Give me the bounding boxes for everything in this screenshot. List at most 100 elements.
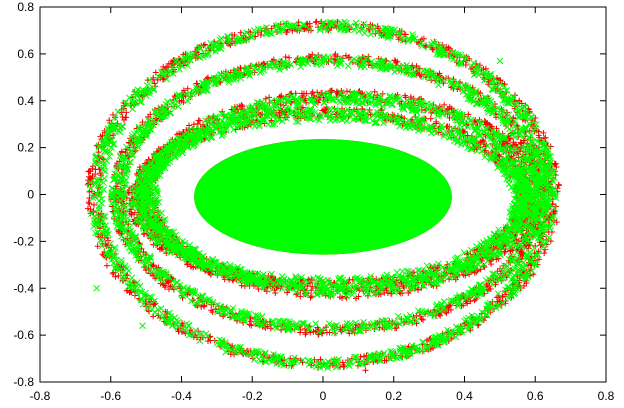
data-point [405,289,412,296]
data-point [520,139,527,146]
data-point [158,209,165,217]
data-point [190,121,197,128]
data-point [362,367,369,374]
data-point [472,295,479,302]
data-point [423,262,431,270]
data-point [488,257,495,264]
x-tick-label: -0.2 [242,389,263,403]
data-point [176,98,183,105]
series-layer [84,18,562,374]
data-point [297,293,304,300]
data-point [472,117,479,124]
data-point [86,200,93,207]
data-point [417,313,424,320]
data-point [286,54,293,61]
data-point [152,69,159,76]
data-point [236,103,243,110]
data-point [180,99,187,106]
data-point [366,107,373,114]
y-tick-label: -0.8 [13,375,34,389]
data-point [308,293,315,300]
data-point [302,331,309,338]
data-point [415,286,422,293]
plot-area [84,18,562,374]
data-point [262,95,269,102]
data-point [435,260,442,268]
data-point [419,316,426,323]
data-point [302,329,309,336]
y-tick-labels: -0.8 -0.6 -0.4 -0.2 0 0.2 0.4 0.6 0.8 [13,0,34,389]
data-point [496,153,503,160]
y-tick-label: 0.2 [17,141,34,155]
data-point [123,109,130,116]
data-point [333,88,340,95]
data-point [465,111,472,118]
data-point [392,59,399,66]
data-point [352,295,359,302]
data-point [460,302,467,309]
x-tick-label: -0.4 [171,389,192,403]
data-point [418,315,425,322]
data-point [462,272,469,279]
data-point [301,325,308,332]
data-point [441,101,448,108]
data-point [393,324,400,331]
data-point [238,282,245,289]
x-tick-label: 0.6 [527,389,544,403]
y-tick-label: -0.2 [13,234,34,248]
data-point [433,120,440,127]
data-point [401,92,408,99]
x-tick-label: 0 [320,389,327,403]
data-point [193,80,200,87]
y-tick-label: 0.4 [17,94,34,108]
data-point [103,262,110,269]
data-point [282,54,289,61]
data-point [514,148,521,155]
series-2 [86,18,560,372]
data-point [271,287,278,294]
data-point [427,115,434,122]
y-tick-label: 0.8 [17,0,34,14]
x-tick-label: 0.2 [385,389,402,403]
data-point [464,132,471,139]
data-point [393,269,401,276]
data-point [297,329,304,336]
y-tick-label: -0.6 [13,328,34,342]
data-point [482,147,489,154]
data-point [272,289,279,296]
data-point [188,263,195,270]
data-point [542,246,549,253]
data-point [128,211,135,218]
data-point [541,250,548,257]
data-point [126,208,133,215]
x-tick-label: -0.6 [100,389,121,403]
data-point [312,285,319,292]
x-tick-label: 0.4 [456,389,473,403]
central-disc [194,139,452,255]
data-point [186,122,193,129]
y-tick-label: -0.4 [13,281,34,295]
data-point [309,89,316,96]
data-point [483,120,490,127]
data-point [399,268,406,275]
data-point [314,99,321,106]
data-point [555,181,562,188]
data-point [170,286,177,293]
data-point [145,113,152,120]
data-point [196,117,203,124]
data-point [502,248,509,255]
y-tick-label: 0 [27,188,34,202]
data-point [90,201,97,208]
data-point [174,131,181,138]
x-tick-label: 0.8 [598,389,615,403]
data-point [371,88,378,95]
data-point [310,92,317,99]
x-tick-labels: -0.8 -0.6 -0.4 -0.2 0 0.2 0.4 0.6 0.8 [30,389,615,403]
data-point [509,119,516,126]
y-tick-label: 0.6 [17,47,34,61]
data-point [323,324,330,331]
data-point [303,90,310,97]
data-point [122,114,129,121]
x-tick-label: -0.8 [30,389,51,403]
